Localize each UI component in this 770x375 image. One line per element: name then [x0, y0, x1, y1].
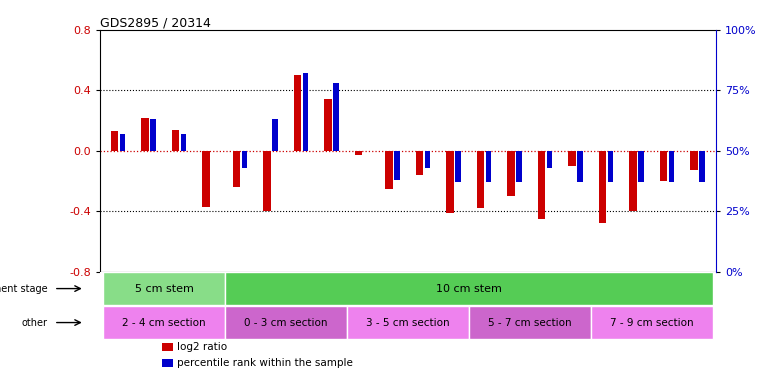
Bar — [638, 151, 644, 182]
Bar — [162, 359, 172, 367]
Bar — [103, 306, 225, 339]
Bar — [577, 151, 583, 182]
Bar — [516, 151, 521, 182]
Bar — [303, 74, 308, 151]
Bar — [385, 151, 393, 189]
Text: 10 cm stem: 10 cm stem — [436, 284, 502, 294]
Text: other: other — [22, 318, 48, 327]
Bar — [242, 151, 247, 168]
Bar — [424, 151, 430, 168]
Bar — [225, 272, 713, 305]
Bar — [162, 344, 172, 351]
Bar — [172, 130, 179, 151]
Bar — [568, 151, 576, 166]
Bar — [354, 151, 362, 155]
Bar — [469, 306, 591, 339]
Bar — [455, 151, 460, 182]
Bar — [668, 151, 674, 182]
Bar — [416, 151, 424, 175]
Bar — [333, 83, 339, 151]
Text: GDS2895 / 20314: GDS2895 / 20314 — [100, 17, 211, 30]
Bar — [111, 131, 119, 151]
Bar — [293, 75, 301, 151]
Bar — [537, 151, 545, 219]
Bar — [608, 151, 613, 182]
Bar — [141, 118, 149, 151]
Bar — [477, 151, 484, 208]
Bar — [547, 151, 552, 168]
Bar — [690, 151, 698, 170]
Text: 7 - 9 cm section: 7 - 9 cm section — [611, 318, 694, 327]
Text: 5 - 7 cm section: 5 - 7 cm section — [488, 318, 572, 327]
Text: log2 ratio: log2 ratio — [177, 342, 227, 352]
Bar — [233, 151, 240, 187]
Bar — [591, 306, 713, 339]
Bar — [446, 151, 454, 213]
Text: 0 - 3 cm section: 0 - 3 cm section — [244, 318, 328, 327]
Bar — [598, 151, 606, 223]
Bar — [150, 119, 156, 151]
Text: 5 cm stem: 5 cm stem — [135, 284, 193, 294]
Text: percentile rank within the sample: percentile rank within the sample — [177, 358, 353, 368]
Bar — [103, 272, 225, 305]
Text: 2 - 4 cm section: 2 - 4 cm section — [122, 318, 206, 327]
Bar — [699, 151, 705, 182]
Bar — [263, 151, 271, 211]
Bar — [119, 134, 125, 151]
Bar — [507, 151, 514, 196]
Bar — [202, 151, 209, 207]
Bar — [629, 151, 637, 211]
Text: development stage: development stage — [0, 284, 48, 294]
Bar — [324, 99, 332, 151]
Bar — [225, 306, 347, 339]
Bar — [181, 134, 186, 151]
Bar — [486, 151, 491, 182]
Bar — [272, 119, 277, 151]
Bar — [660, 151, 667, 181]
Bar — [347, 306, 469, 339]
Text: 3 - 5 cm section: 3 - 5 cm section — [367, 318, 450, 327]
Bar — [394, 151, 400, 180]
